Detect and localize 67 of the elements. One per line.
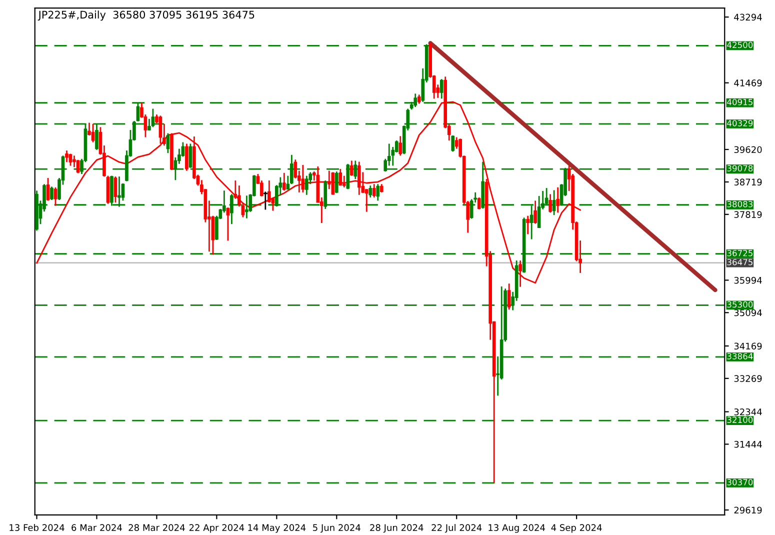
candlestick xyxy=(451,134,455,152)
candlestick xyxy=(342,175,346,188)
y-tick-label: 43294 xyxy=(734,14,762,21)
ref-line-label: 35300 xyxy=(727,301,753,308)
x-tick-label: 5 Jun 2024 xyxy=(313,524,360,533)
ref-line-label: 30370 xyxy=(727,479,753,486)
candlestick xyxy=(91,123,95,143)
ref-line-label: 42500 xyxy=(727,42,753,48)
y-tick-label: 38719 xyxy=(734,178,762,186)
candlestick xyxy=(338,168,342,186)
ref-line-label: 36725 xyxy=(727,250,752,256)
ref-line-label: 40915 xyxy=(727,98,752,106)
candlestick xyxy=(50,186,54,201)
candlestick xyxy=(477,196,481,210)
candlestick xyxy=(350,160,354,176)
ref-line-label: 40329 xyxy=(727,120,753,126)
candlestick xyxy=(334,170,338,194)
y-tick-label: 33269 xyxy=(734,375,762,382)
candlestick xyxy=(65,150,68,163)
candlestick xyxy=(526,215,530,235)
candlestick xyxy=(46,177,50,202)
x-tick-label: 4 Sep 2024 xyxy=(551,524,602,533)
y-tick-label: 35094 xyxy=(734,309,762,316)
x-tick-label: 28 Jun 2024 xyxy=(370,524,424,533)
y-tick-label: 34169 xyxy=(734,342,762,350)
y-tick-label: 32344 xyxy=(734,408,762,416)
candlestick xyxy=(76,159,80,174)
x-tick-label: 6 Mar 2024 xyxy=(72,524,122,532)
x-tick-label: 28 Mar 2024 xyxy=(128,524,185,532)
candlestick xyxy=(372,183,376,198)
x-tick-label: 13 Aug 2024 xyxy=(488,524,545,533)
ref-line-label: 39078 xyxy=(727,165,753,172)
x-tick-label: 22 Jul 2024 xyxy=(432,524,482,533)
ref-line-label: 32100 xyxy=(727,416,753,423)
candlestick xyxy=(226,206,230,242)
candlestick xyxy=(376,183,380,202)
candlestick xyxy=(368,184,372,198)
y-tick-label: 39620 xyxy=(734,146,762,154)
candlestick xyxy=(331,171,335,196)
candlestick xyxy=(548,193,552,214)
candlestick xyxy=(556,186,560,214)
candlestick xyxy=(507,282,511,310)
candlestick xyxy=(282,172,286,192)
x-tick-label: 14 May 2024 xyxy=(248,524,306,533)
x-tick-label: 22 Apr 2024 xyxy=(189,524,244,533)
y-tick-label: 35994 xyxy=(734,276,762,284)
x-tick-label: 13 Feb 2024 xyxy=(10,524,64,532)
candlestick xyxy=(357,161,361,196)
y-tick-label: 29619 xyxy=(734,506,762,514)
y-tick-label: 41469 xyxy=(734,80,762,86)
y-tick-label: 31444 xyxy=(734,440,762,448)
candlestick xyxy=(245,194,248,220)
ref-line-label: 33864 xyxy=(727,353,753,360)
candlestick xyxy=(114,176,118,204)
y-tick-label: 37819 xyxy=(734,211,762,218)
candlestick xyxy=(398,135,402,156)
candlestick xyxy=(304,175,308,196)
chart-title: JP225#,Daily 36580 37095 36195 36475 xyxy=(38,10,254,21)
ref-line-label: 38083 xyxy=(727,200,753,208)
candlestick xyxy=(417,94,421,104)
candlestick xyxy=(534,200,537,224)
candlestick xyxy=(185,143,188,172)
candlestick xyxy=(301,164,305,194)
ref-line-label: 36475 xyxy=(727,258,752,266)
candlestick xyxy=(440,78,444,100)
candlestick xyxy=(166,132,170,154)
candlestick xyxy=(158,114,162,144)
